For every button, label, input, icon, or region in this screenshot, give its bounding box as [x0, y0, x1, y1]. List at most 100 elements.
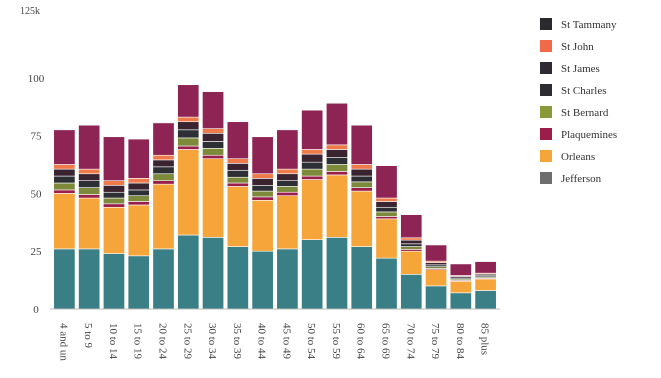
- x-tick-label: 45 to 49: [280, 323, 292, 360]
- legend-label: Jefferson: [561, 173, 602, 185]
- bar-segment: [202, 91, 225, 129]
- x-tick-label: 60 to 64: [355, 323, 367, 360]
- bar-segment: [325, 144, 348, 150]
- y-tick-label: 50: [31, 188, 43, 200]
- bar-segment: [400, 246, 423, 250]
- bar-segment: [251, 200, 274, 252]
- legend-label: St John: [561, 41, 594, 53]
- bar-segment: [102, 136, 125, 181]
- bar-segment: [152, 183, 175, 250]
- bar-segment: [102, 191, 125, 199]
- bar-segment: [350, 168, 373, 177]
- bar-segment: [449, 292, 472, 310]
- x-axis: 4 and un 5 to 9 10 to 14 15 to 19 20 to 24 25…: [50, 308, 500, 361]
- y-axis-top-label: 125k: [20, 6, 40, 17]
- bar-segment: [474, 290, 497, 310]
- x-tick-label: 55 to 59: [330, 323, 342, 360]
- bar-segment: [276, 129, 299, 170]
- x-tick-label: 40 to 44: [256, 323, 268, 360]
- bar-segment: [325, 174, 348, 238]
- bar-segment: [375, 201, 398, 208]
- bar-segment: [53, 168, 76, 177]
- bar-segment: [53, 164, 76, 170]
- bar-segment: [301, 161, 324, 170]
- bar-segment: [350, 124, 373, 165]
- legend-label: St James: [561, 63, 600, 75]
- bar-segment: [177, 129, 200, 139]
- bar-segment: [226, 176, 249, 184]
- bar-segment: [226, 186, 249, 247]
- y-tick-label: 0: [33, 304, 39, 316]
- bar-segment: [425, 285, 448, 310]
- y-axis: 0 25 50 75 100 125k: [20, 6, 45, 316]
- bar-segment: [53, 248, 76, 310]
- bar-segment: [325, 164, 348, 172]
- legend-swatch: [540, 150, 552, 162]
- bar-segment: [177, 84, 200, 118]
- bar-segment: [350, 246, 373, 310]
- bar-segment: [276, 195, 299, 250]
- x-tick-label: 75 to 79: [429, 323, 441, 360]
- bar-segment: [301, 168, 324, 177]
- bar-segment: [301, 239, 324, 310]
- bar-segment: [276, 191, 299, 197]
- bar-segment: [53, 129, 76, 165]
- bar-segment: [226, 169, 249, 178]
- bar-segment: [301, 153, 324, 163]
- bar-segment: [152, 166, 175, 175]
- bar-segment: [53, 189, 76, 194]
- bar-segment: [53, 182, 76, 191]
- bar-segment: [127, 195, 150, 202]
- bar-segment: [375, 218, 398, 259]
- bar-segment: [276, 180, 299, 187]
- bar-segment: [226, 246, 249, 310]
- bar-segment: [78, 168, 101, 175]
- legend-label: St Bernard: [561, 107, 609, 119]
- bar-segment: [400, 274, 423, 310]
- bar-segment: [102, 185, 125, 193]
- x-tick-label: 20 to 24: [157, 323, 169, 360]
- legend-label: St Tammany: [561, 19, 617, 31]
- bar-segment: [425, 244, 448, 262]
- bar-segment: [375, 197, 398, 202]
- y-tick-label: 75: [31, 131, 43, 143]
- x-tick-label: 70 to 74: [404, 323, 416, 360]
- bar-segment: [78, 124, 101, 170]
- bar-segment: [127, 204, 150, 257]
- bar-segment: [53, 175, 76, 184]
- bar-segment: [375, 257, 398, 310]
- bar-segment: [449, 263, 472, 276]
- x-tick-label: 5 to 9: [82, 323, 94, 349]
- bar-segment: [251, 173, 274, 179]
- bar-segment: [78, 197, 101, 250]
- bar-segment: [202, 154, 225, 160]
- bar-segment: [301, 109, 324, 150]
- bar-segment: [251, 250, 274, 310]
- bar-segment: [375, 165, 398, 199]
- bar-segment: [226, 121, 249, 160]
- x-tick-label: 30 to 34: [206, 323, 218, 360]
- bar-segment: [127, 182, 150, 191]
- bar-segment: [474, 261, 497, 274]
- bar-segment: [325, 157, 348, 165]
- bar-segment: [276, 248, 299, 310]
- bar-segment: [102, 203, 125, 208]
- bar-segment: [400, 237, 423, 241]
- legend-swatch: [540, 84, 552, 96]
- bar-segment: [202, 141, 225, 149]
- bar-segment: [325, 171, 348, 176]
- bar-segment: [301, 149, 324, 155]
- bar-segment: [251, 190, 274, 198]
- bar-segment: [276, 168, 299, 175]
- bar-segment: [400, 243, 423, 247]
- bar-segment: [276, 186, 299, 193]
- bar-segment: [325, 102, 348, 146]
- x-tick-label: 10 to 14: [107, 323, 119, 360]
- bar-segment: [202, 128, 225, 134]
- bars: [53, 84, 497, 310]
- bar-segment: [78, 187, 101, 195]
- bar-segment: [251, 136, 274, 175]
- legend-swatch: [540, 106, 552, 118]
- bar-segment: [102, 197, 125, 205]
